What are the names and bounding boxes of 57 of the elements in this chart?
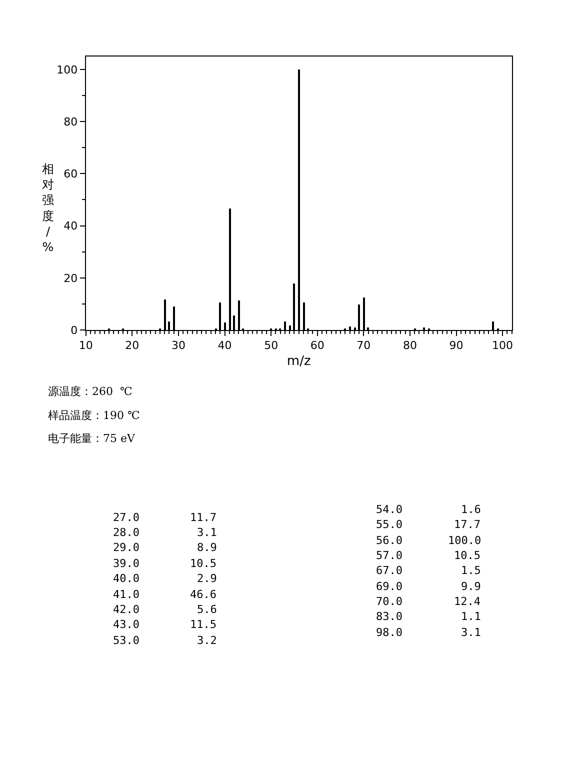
- x-tick-label: 80: [402, 339, 417, 352]
- text: 11.5: [190, 618, 216, 631]
- x-tick-label: 10: [78, 339, 93, 352]
- text: 5.6: [197, 603, 217, 616]
- text: 1.5: [461, 564, 481, 577]
- text: 11.7: [190, 511, 216, 524]
- x-tick-label: 30: [171, 339, 186, 352]
- text: 电子能量：75 eV: [48, 432, 136, 445]
- text: 3.2: [197, 634, 217, 647]
- y-tick-label: 100: [56, 63, 78, 76]
- text: 42.0: [113, 603, 140, 616]
- text: 39.0: [113, 557, 140, 570]
- text: 17.7: [454, 518, 480, 531]
- x-tick-label: 20: [125, 339, 140, 352]
- y-tick-label: 40: [64, 220, 78, 233]
- x-tick-label: 60: [310, 339, 324, 352]
- text: 55.0: [376, 518, 402, 531]
- text: 98.0: [376, 626, 402, 639]
- text: 1.6: [461, 503, 481, 516]
- text: 57.0: [376, 549, 402, 562]
- x-tick-label: 50: [264, 339, 278, 352]
- text: 2.9: [197, 572, 217, 585]
- text: 69.0: [376, 580, 402, 593]
- text: 53.0: [113, 634, 140, 647]
- y-tick-label: 20: [64, 272, 78, 285]
- text: 83.0: [376, 610, 402, 623]
- x-tick-label: 100: [492, 339, 514, 352]
- text: 3.1: [197, 526, 217, 539]
- text: 40.0: [113, 572, 140, 585]
- text: 8.9: [197, 541, 217, 554]
- y-tick-label: 60: [64, 168, 78, 181]
- x-tick-label: 70: [356, 339, 371, 352]
- text: 10.5: [190, 557, 216, 570]
- text: 56.0: [376, 534, 402, 547]
- x-tick-label: 90: [449, 339, 464, 352]
- text: 54.0: [376, 503, 402, 516]
- text: 29.0: [113, 541, 140, 554]
- text: 27.0: [113, 511, 140, 524]
- text: 1.1: [461, 610, 481, 623]
- y-axis-title: 相对强度/%: [42, 162, 54, 254]
- text: 70.0: [376, 595, 402, 608]
- text: 3.1: [461, 626, 481, 639]
- text: 100.0: [448, 534, 482, 547]
- y-tick-label: 0: [70, 324, 78, 337]
- text: 67.0: [376, 564, 402, 577]
- text: 源温度：260 ℃: [48, 385, 132, 398]
- text: 28.0: [113, 526, 140, 539]
- text: 9.9: [461, 580, 481, 593]
- text: 10.5: [454, 549, 480, 562]
- text: 41.0: [113, 588, 140, 601]
- text: 12.4: [454, 595, 481, 608]
- x-axis-title: m/z: [286, 354, 311, 369]
- y-tick-label: 80: [64, 115, 78, 128]
- x-tick-label: 40: [218, 339, 232, 352]
- text: 43.0: [113, 618, 140, 631]
- text: 46.6: [190, 588, 216, 601]
- text: 样品温度：190 ℃: [48, 409, 140, 422]
